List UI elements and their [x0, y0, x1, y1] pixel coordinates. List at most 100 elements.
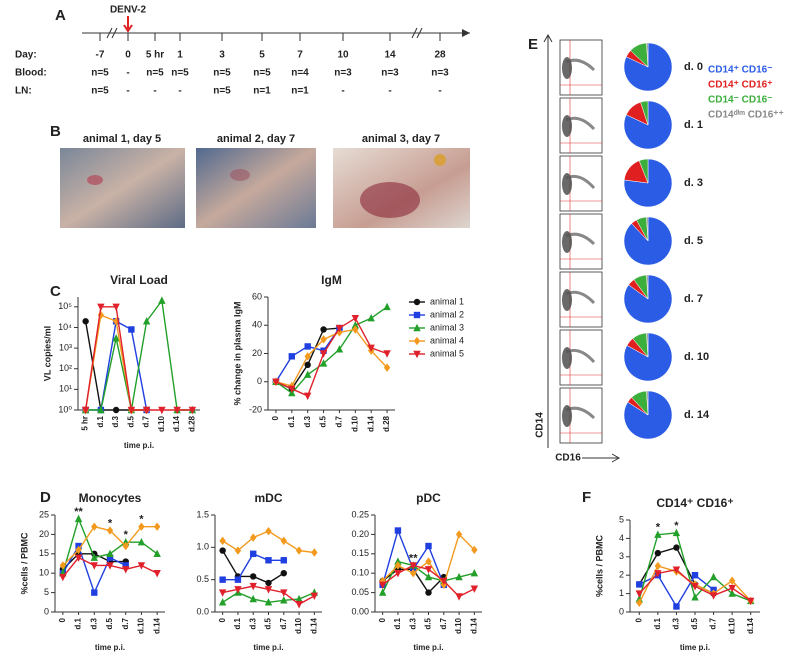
data-point — [319, 350, 328, 358]
timeline-cell: - — [178, 86, 181, 97]
timeline-cell: n=3 — [431, 68, 449, 79]
flow-population — [565, 406, 596, 420]
x-tick-label: 0 — [634, 617, 643, 622]
timeline-cell: - — [388, 86, 391, 97]
pie-slice — [623, 332, 673, 382]
data-point — [218, 598, 227, 606]
challenge-arrow — [123, 16, 133, 33]
flow-population — [562, 347, 572, 369]
marker-dot — [434, 154, 446, 166]
timeline-cell: 3 — [219, 50, 225, 61]
data-point — [153, 570, 161, 578]
y-tick-label: 2 — [619, 570, 624, 580]
x-axis-label: time p.i. — [253, 643, 283, 652]
y-tick-label: 5 — [619, 514, 624, 524]
data-point — [122, 566, 130, 574]
significance: * — [139, 514, 144, 526]
y-axis-label: %cells / PBMC — [594, 534, 604, 597]
y-axis-label: % change in plasma IgM — [232, 301, 242, 405]
pie-label: d. 5 — [684, 235, 703, 247]
data-point — [304, 343, 311, 350]
flow-population — [562, 57, 572, 79]
data-point — [97, 303, 105, 312]
data-point — [425, 542, 432, 550]
x-tick-label: d.7 — [121, 617, 130, 629]
data-point — [378, 588, 387, 596]
axis-arrow — [582, 453, 621, 463]
y-tick-label: 20 — [39, 529, 49, 539]
timeline-cell: n=5 — [146, 68, 164, 79]
pie-label: d. 7 — [684, 293, 703, 305]
timeline-cell: n=1 — [291, 86, 309, 97]
data-point — [265, 579, 272, 587]
timeline-cell: 5 — [259, 50, 265, 61]
y-tick-label: 0 — [619, 606, 624, 616]
x-tick-label: d.3 — [89, 617, 98, 629]
y-tick-label: 3 — [619, 551, 624, 561]
data-point — [142, 317, 151, 325]
row-label: Day: — [15, 50, 37, 61]
data-point — [106, 549, 114, 557]
x-tick-label: d.5 — [105, 617, 114, 629]
data-point — [153, 522, 161, 531]
data-point — [173, 406, 181, 415]
data-point — [295, 546, 303, 555]
y-tick-label: 4 — [619, 533, 624, 543]
x-tick-label: d.14 — [172, 415, 181, 432]
data-point — [410, 569, 417, 578]
timeline-cell: - — [126, 68, 129, 79]
x-tick-label: d.14 — [309, 617, 318, 634]
photo-caption: animal 1, day 5 — [83, 133, 161, 145]
data-point — [425, 589, 432, 596]
data-point — [654, 549, 662, 557]
data-point — [654, 561, 662, 571]
y-tick-label: -20 — [249, 404, 262, 414]
data-point — [304, 352, 311, 361]
x-tick-label: d.1 — [393, 617, 402, 629]
data-point — [352, 325, 359, 334]
data-point — [320, 326, 327, 333]
flow-population — [565, 232, 596, 246]
data-point — [234, 586, 242, 594]
x-tick-label: d.1 — [233, 617, 242, 629]
data-point — [265, 526, 272, 536]
legend-label: CD14⁺ CD16⁻ — [708, 65, 772, 76]
x-tick-label: d.28 — [187, 415, 196, 432]
data-point — [394, 527, 402, 534]
timeline-cell: 5 hr — [146, 50, 164, 61]
axis-break — [411, 27, 423, 39]
chart-title: CD14⁺ CD16⁺ — [656, 496, 733, 510]
timeline-cell: - — [341, 86, 344, 97]
timeline-cell: 28 — [434, 50, 446, 61]
x-tick-label: d.3 — [248, 617, 257, 629]
x-tick-label: d.3 — [111, 415, 120, 427]
data-point — [106, 562, 114, 570]
x-tick-label: d.3 — [303, 415, 312, 427]
legend-label: animal 3 — [430, 322, 464, 332]
legend-label: animal 2 — [430, 309, 464, 319]
flow-population — [565, 116, 596, 131]
data-point — [219, 576, 226, 583]
y-tick-label: 0.20 — [351, 529, 369, 539]
x-axis-label: time p.i. — [95, 643, 125, 652]
data-point — [367, 313, 375, 322]
timeline-cell: 7 — [297, 50, 303, 61]
data-point — [137, 562, 146, 570]
data-point — [303, 370, 312, 378]
legend-label: animal 5 — [430, 348, 464, 358]
data-point — [218, 589, 227, 597]
chart-title: mDC — [254, 491, 282, 505]
x-tick-label: d.7 — [142, 415, 151, 427]
data-point — [265, 557, 272, 564]
x-tick-label: d.1 — [653, 617, 662, 629]
data-point — [280, 570, 287, 577]
data-point — [351, 321, 360, 329]
y-tick-label: 10⁵ — [58, 301, 72, 311]
y-axis-label: VL copies/ml — [42, 326, 52, 381]
y-tick-label: 0.25 — [351, 509, 369, 519]
flow-population — [562, 289, 572, 311]
flow-population — [565, 348, 596, 364]
x-tick-label: d.1 — [287, 415, 296, 427]
data-point — [728, 584, 736, 593]
